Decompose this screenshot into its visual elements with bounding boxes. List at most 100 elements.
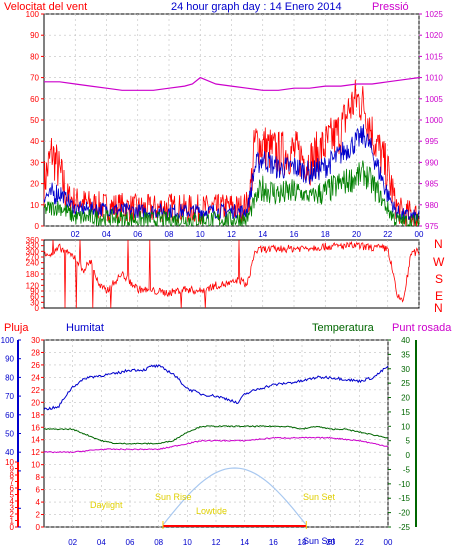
p1-x-tick-label: 20 (352, 230, 361, 239)
temp-scale-tick-label: 0 (36, 523, 41, 532)
p1-series-gust (43, 79, 420, 227)
sunset-label: Sun Set (303, 492, 336, 502)
p1-x-tick-label: 06 (133, 230, 142, 239)
p1-x-tick-label: 22 (383, 230, 392, 239)
temp-scale-tick-label: 22 (31, 386, 40, 395)
rain-tick-label: 0 (10, 523, 15, 532)
p1-left-tick-label: 30 (30, 158, 39, 167)
chart-title: 24 hour graph day : 14 Enero 2014 (171, 1, 342, 13)
temp-scale-tick-label: 2 (36, 511, 41, 520)
rain-tick-label: 1 (10, 517, 15, 526)
right-tick-label: 40 (401, 336, 410, 345)
temp-scale-tick-label: 28 (31, 348, 40, 357)
p1-x-tick-label: 18 (321, 230, 330, 239)
p1-right-tick-label: 1015 (425, 52, 443, 61)
right-tick-label: -20 (398, 509, 410, 518)
rain-tick-label: 7 (10, 478, 15, 487)
temp-scale-tick-label: 6 (36, 486, 41, 495)
temp-scale-tick-label: 12 (31, 448, 40, 457)
p3-x-tick-label: 10 (183, 538, 192, 547)
humidity-tick-label: 60 (5, 411, 14, 420)
p2-tick-label: 120 (26, 281, 40, 290)
p3-series-punt-rosada (43, 436, 389, 454)
rain-tick-label: 10 (5, 458, 14, 467)
p2-tick-label: 360 (26, 236, 40, 245)
p1-right-tick-label: 1020 (425, 31, 443, 40)
pressure-axis-title: Pressió (372, 1, 409, 13)
p2-tick-label: 300 (26, 247, 40, 256)
p3-series-temperatura (43, 425, 389, 445)
p3-x-tick-label: 06 (126, 538, 135, 547)
p2-tick-label: 270 (26, 253, 40, 262)
rain-tick-label: 3 (10, 504, 15, 513)
right-tick-label: -5 (403, 465, 411, 474)
p2-series-direction (43, 239, 420, 309)
p3-x-tick-label: 22 (355, 538, 364, 547)
p1-right-tick-label: 1005 (425, 95, 443, 104)
p1-x-tick-label: 04 (102, 230, 111, 239)
panel1-series (43, 76, 420, 227)
sun-arc (162, 467, 307, 526)
daylight-label: Daylight (90, 500, 123, 510)
right-tick-label: -10 (398, 480, 410, 489)
p1-x-tick-label: 12 (227, 230, 236, 239)
humidity-label: Humitat (66, 322, 104, 334)
temp-scale-tick-label: 20 (31, 398, 40, 407)
p3-x-tick-label: 04 (97, 538, 106, 547)
temp-scale-tick-label: 26 (31, 361, 40, 370)
p2-tick-label: 30 (30, 298, 39, 307)
temp-scale-tick-label: 10 (31, 461, 40, 470)
p1-right-tick-label: 985 (425, 180, 439, 189)
p1-left-tick-label: 70 (30, 74, 39, 83)
temp-scale-tick-label: 8 (36, 473, 41, 482)
p1-right-tick-label: 995 (425, 137, 439, 146)
panel3-axes: 0123456789104050607080901000246810121416… (1, 336, 417, 547)
compass-n-bottom: N (434, 301, 443, 315)
p2-tick-label: 60 (30, 293, 39, 302)
p2-tick-label: 0 (35, 304, 40, 313)
p1-right-tick-label: 980 (425, 201, 439, 210)
humidity-tick-label: 90 (5, 355, 14, 364)
rain-tick-label: 2 (10, 510, 15, 519)
p1-left-tick-label: 100 (26, 10, 40, 19)
p1-x-tick-label: 02 (71, 230, 80, 239)
p3-x-tick-label: 12 (212, 538, 221, 547)
p1-left-tick-label: 90 (30, 31, 39, 40)
p1-right-tick-label: 1025 (425, 10, 443, 19)
compass-n-top: N (434, 237, 443, 251)
compass-e: E (435, 289, 443, 303)
p1-x-tick-label: 10 (196, 230, 205, 239)
p3-series-humitat (43, 364, 389, 411)
p2-tick-label: 180 (26, 270, 40, 279)
right-tick-label: -15 (398, 494, 410, 503)
p2-tick-label: 90 (30, 287, 39, 296)
right-tick-label: 5 (406, 437, 411, 446)
panel2-series (43, 239, 420, 309)
p2-tick-label: 240 (26, 259, 40, 268)
temp-scale-tick-label: 18 (31, 411, 40, 420)
rain-label: Pluja (4, 322, 29, 334)
p1-left-tick-label: 80 (30, 52, 39, 61)
right-tick-label: 10 (401, 422, 410, 431)
rain-tick-label: 6 (10, 484, 15, 493)
p3-x-tick-label: 00 (384, 538, 393, 547)
rain-tick-label: 4 (10, 497, 15, 506)
p3-x-tick-label: 20 (326, 538, 335, 547)
right-tick-label: -25 (398, 523, 410, 532)
rain-tick-label: 8 (10, 471, 15, 480)
p2-tick-label: 330 (26, 242, 40, 251)
wind-axis-title: Velocitat del vent (4, 1, 87, 13)
sunset-bottom-label: Sun Set (303, 536, 336, 546)
temp-scale-tick-label: 30 (31, 336, 40, 345)
p1-left-tick-label: 10 (30, 201, 39, 210)
humidity-tick-label: 70 (5, 392, 14, 401)
p3-x-tick-label: 18 (298, 538, 307, 547)
compass-w: W (433, 255, 445, 269)
panel1-axes: 0102030405060708090100975980985990995100… (26, 10, 444, 239)
p3-x-tick-label: 16 (269, 538, 278, 547)
p1-left-tick-label: 60 (30, 95, 39, 104)
p1-right-tick-label: 975 (425, 222, 439, 231)
